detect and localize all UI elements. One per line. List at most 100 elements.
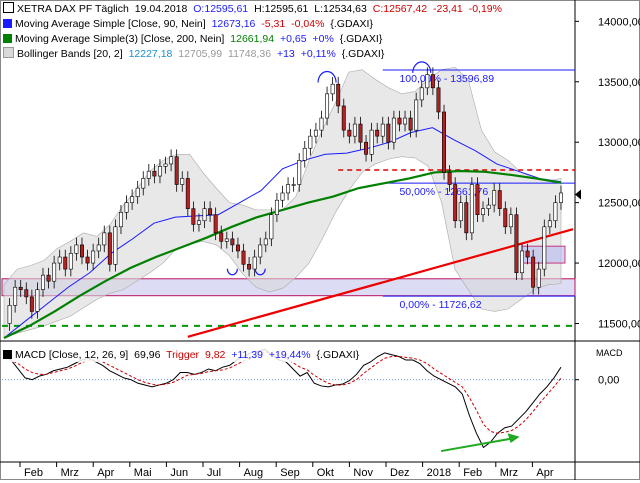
candle-body [280, 192, 285, 201]
legend-ma200-suffix: {.GDAXI} [339, 33, 383, 45]
candle-body [536, 268, 541, 288]
trend-line [187, 228, 574, 338]
candle-body [180, 178, 185, 185]
y-tick-label: 13000,00 [598, 137, 640, 149]
legend-ma90: Moving Average Simple [Close, 90, Nein] … [3, 17, 376, 31]
last-price-marker-icon [575, 189, 581, 200]
candle-body [469, 184, 474, 234]
legend-macd-change-pct: +19,44% [268, 349, 311, 361]
candle-body [297, 160, 302, 185]
candle-body [57, 256, 62, 264]
candle-body [146, 170, 151, 179]
bottom-arc-annotation [254, 268, 266, 276]
candle-body [369, 129, 374, 155]
legend-ma200-value: 12661,94 [230, 33, 275, 45]
x-tick-label: Apr [536, 467, 553, 479]
candle-body [252, 256, 257, 270]
candle-body [497, 190, 502, 209]
candle-body [425, 74, 430, 89]
candle-body [152, 170, 157, 177]
legend-ma200-change-pct: +0% [312, 33, 334, 45]
candle-body [531, 256, 536, 288]
y-tick-label: 13500,00 [598, 77, 640, 89]
x-tick-label: Mrz [61, 467, 79, 479]
candle-body [308, 135, 313, 149]
candle-body [141, 178, 146, 189]
candle-body [408, 117, 413, 131]
candle-body [124, 202, 129, 213]
candle-body [286, 184, 291, 194]
candle-body [263, 238, 268, 246]
legend-price-high: H:12595,61 [254, 3, 309, 15]
candle-body [74, 244, 79, 254]
candle-body [46, 274, 51, 282]
candle-body [481, 208, 485, 216]
fib-0-label: 0,00% - 11726,62 [399, 299, 481, 311]
legend-price-change-pct: -0,19% [468, 3, 502, 15]
candle-body [559, 192, 563, 203]
legend-ma90-value: 12673,16 [211, 18, 256, 30]
candle-body [503, 208, 508, 228]
candle-swatch-icon [3, 2, 14, 13]
candle-body [436, 87, 441, 113]
candle-body [68, 253, 73, 270]
legend-trigger-label: Trigger [166, 349, 200, 361]
candle-body [492, 190, 497, 206]
candle-body [52, 262, 57, 282]
candle-body [29, 296, 34, 312]
fib-50-label: 50,00% - 12661,76 [399, 186, 488, 198]
x-tick-label: Jul [207, 467, 221, 479]
line-swatch-icon [3, 350, 12, 359]
legend-price: XETRA DAX PF Täglich 19.04.2018 O:12595,… [3, 2, 505, 16]
candle-body [458, 202, 463, 222]
candle-body [336, 83, 341, 107]
x-tick-label: Jun [170, 467, 188, 479]
fib-100-label: 100,00% - 13596,89 [399, 73, 494, 85]
legend-bb-change: +13 [276, 48, 295, 60]
legend-bb-value3: 11748,36 [228, 48, 272, 60]
legend-bb-value2: 12705,99 [178, 48, 223, 60]
candle-body [241, 250, 246, 265]
candle-body [325, 93, 330, 119]
candle-body [291, 184, 296, 186]
macd-arrow-line [440, 437, 512, 453]
bottom-arc-annotation [226, 268, 238, 276]
legend-bb-value1: 12227,18 [128, 48, 173, 60]
candle-body [135, 187, 140, 197]
legend-macd-change: +11,39 [231, 349, 263, 361]
legend-bb-label: Bollinger Bands [20, 2] [17, 48, 123, 60]
legend-ma90-change: -5,31 [261, 18, 286, 30]
legend-bb-change-pct: +0,11% [300, 48, 336, 60]
candle-body [219, 232, 224, 242]
candle-body [7, 305, 12, 324]
candle-body [118, 212, 123, 228]
candle-body [41, 274, 45, 290]
candle-body [358, 123, 363, 143]
candle-body [547, 220, 552, 228]
candle-body [330, 83, 335, 95]
legend-ma200: Moving Average Simple(3) [Close, 200, Ne… [3, 32, 386, 46]
candle-body [196, 220, 201, 225]
trigger-line [3, 351, 562, 434]
candle-body [442, 111, 447, 173]
candle-body [13, 286, 18, 306]
candle-body [553, 202, 558, 222]
candle-body [341, 105, 346, 131]
candle-body [347, 129, 352, 137]
candle-body [464, 202, 469, 234]
candle-body [414, 99, 419, 131]
legend-price-date: 19.04.2018 [134, 3, 188, 15]
candle-body [85, 256, 90, 264]
candle-body [208, 208, 213, 216]
ma200-line [3, 169, 562, 339]
legend-price-open: O:12595,61 [193, 3, 249, 15]
candle-body [525, 250, 530, 258]
legend-ma200-change: +0,65 [279, 33, 307, 45]
top-arc-annotation [317, 70, 337, 83]
ma90-line [3, 127, 562, 339]
candle-body [169, 156, 174, 165]
candle-body [80, 244, 84, 258]
macd-arrow-head-icon [507, 433, 520, 444]
candle-body [486, 204, 491, 209]
candle-body [269, 214, 274, 240]
